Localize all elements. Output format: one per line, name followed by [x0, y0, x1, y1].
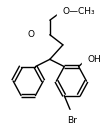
Text: Br: Br — [67, 116, 77, 125]
Text: OH: OH — [88, 55, 102, 64]
Text: O: O — [27, 30, 34, 39]
Text: O—CH₃: O—CH₃ — [63, 7, 96, 16]
